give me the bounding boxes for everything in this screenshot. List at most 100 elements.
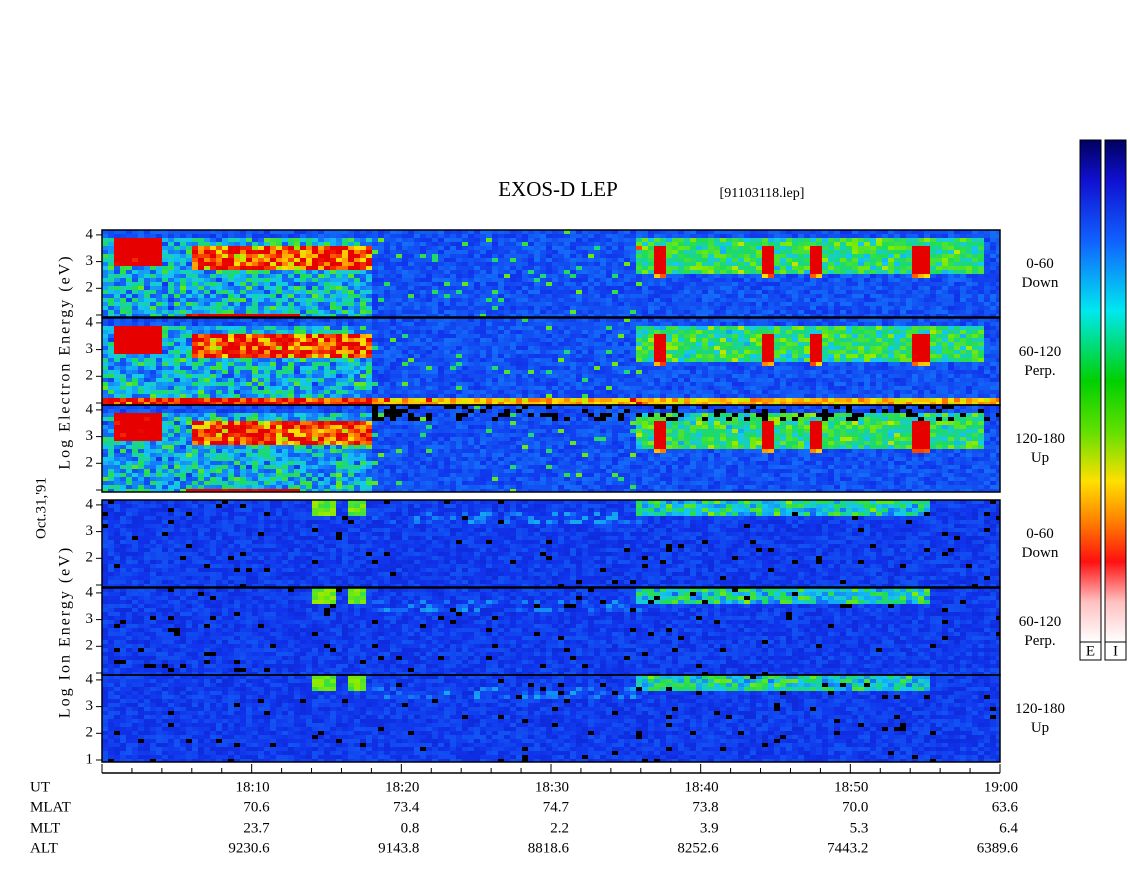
spectrogram-cell <box>120 246 126 250</box>
spectrogram-cell <box>102 330 108 334</box>
spectrogram-cell <box>876 274 882 278</box>
spectrogram-cell <box>150 298 156 302</box>
spectrogram-cell <box>108 282 114 286</box>
spectrogram-cell <box>150 354 156 358</box>
spectrogram-cell <box>546 270 552 274</box>
spectrogram-cell <box>744 270 750 274</box>
spectrogram-cell <box>552 230 558 234</box>
spectrogram-cell <box>492 374 498 378</box>
spectrogram-cell <box>588 262 594 266</box>
spectrogram-cell <box>174 302 180 306</box>
spectrogram-cell <box>672 274 678 278</box>
spectrogram-cell <box>942 302 948 306</box>
spectrogram-cell <box>168 378 174 382</box>
spectrogram-cell <box>372 234 378 238</box>
spectrogram-cell <box>348 322 354 326</box>
spectrogram-cell <box>534 242 540 246</box>
spectrogram-cell <box>258 398 264 402</box>
spectrogram-cell <box>372 238 378 242</box>
spectrogram-cell <box>270 258 276 262</box>
spectrogram-cell <box>450 342 456 346</box>
spectrogram-cell <box>714 254 720 258</box>
spectrogram-cell <box>546 402 552 405</box>
spectrogram-cell <box>258 358 264 362</box>
spectrogram-cell <box>840 302 846 306</box>
spectrogram-cell <box>174 230 180 234</box>
spectrogram-cell <box>786 262 792 266</box>
spectrogram-cell <box>414 354 420 358</box>
spectrogram-cell <box>786 234 792 238</box>
spectrogram-cell <box>450 398 456 402</box>
spectrogram-cell <box>102 398 108 402</box>
spectrogram-cell <box>426 354 432 358</box>
spectrogram-cell <box>480 298 486 302</box>
spectrogram-cell <box>342 278 348 282</box>
spectrogram-cell <box>756 314 762 317</box>
spectrogram-cell <box>426 254 432 258</box>
spectrogram-cell <box>372 318 378 322</box>
spectrogram-cell <box>198 270 204 274</box>
spectrogram-cell <box>246 298 252 302</box>
spectrogram-cell <box>330 322 336 326</box>
spectrogram-cell <box>276 322 282 326</box>
spectrogram-cell <box>468 346 474 350</box>
spectrogram-cell <box>450 242 456 246</box>
spectrogram-cell <box>402 362 408 366</box>
spectrogram-cell <box>612 262 618 266</box>
spectrogram-cell <box>138 326 144 330</box>
spectrogram-cell <box>720 234 726 238</box>
spectrogram-cell <box>108 374 114 378</box>
spectrogram-cell <box>258 374 264 378</box>
spectrogram-cell <box>258 342 264 346</box>
spectrogram-cell <box>888 310 894 314</box>
spectrogram-cell <box>396 274 402 278</box>
spectrogram-cell <box>186 266 192 270</box>
spectrogram-cell <box>336 330 342 334</box>
spectrogram-cell <box>846 246 852 250</box>
spectrogram-cell <box>432 318 438 322</box>
spectrogram-cell <box>384 390 390 394</box>
spectrogram-cell <box>900 306 906 310</box>
spectrogram-cell <box>192 270 198 274</box>
spectrogram-cell <box>366 258 372 262</box>
spectrogram-cell <box>360 338 366 342</box>
spectrogram-cell <box>618 282 624 286</box>
spectrogram-cell <box>336 266 342 270</box>
spectrogram-cell <box>288 382 294 386</box>
spectrogram-cell <box>732 282 738 286</box>
spectrogram-cell <box>486 354 492 358</box>
spectrogram-cell <box>540 254 546 258</box>
spectrogram-cell <box>948 310 954 314</box>
spectrogram-cell <box>396 282 402 286</box>
spectrogram-cell <box>102 366 108 370</box>
spectrogram-cell <box>156 290 162 294</box>
spectrogram-cell <box>264 278 270 282</box>
spectrogram-cell <box>504 258 510 262</box>
spectrogram-cell <box>828 278 834 282</box>
spectrogram-cell <box>912 294 918 298</box>
spectrogram-cell <box>312 302 318 306</box>
spectrogram-cell <box>510 266 516 270</box>
spectrogram-cell <box>498 318 504 322</box>
spectrogram-cell <box>702 282 708 286</box>
spectrogram-cell <box>168 402 174 405</box>
spectrogram-cell <box>180 378 186 382</box>
spectrogram-cell <box>480 382 486 386</box>
spectrogram-cell <box>198 258 204 262</box>
spectrogram-cell <box>540 258 546 262</box>
spectrogram-cell <box>612 298 618 302</box>
spectrogram-cell <box>444 334 450 338</box>
spectrogram-cell <box>174 402 180 405</box>
spectrogram-cell <box>300 370 306 374</box>
spectrogram-cell <box>552 274 558 278</box>
spectrogram-cell <box>492 318 498 322</box>
spectrogram-cell <box>414 358 420 362</box>
spectrogram-cell <box>330 326 336 330</box>
spectrogram-cell <box>558 286 564 290</box>
spectrogram-cell <box>342 294 348 298</box>
spectrogram-cell <box>474 238 480 242</box>
spectrogram-cell <box>876 314 882 317</box>
spectrogram-cell <box>990 314 996 317</box>
spectrogram-cell <box>408 330 414 334</box>
spectrogram-cell <box>522 270 528 274</box>
